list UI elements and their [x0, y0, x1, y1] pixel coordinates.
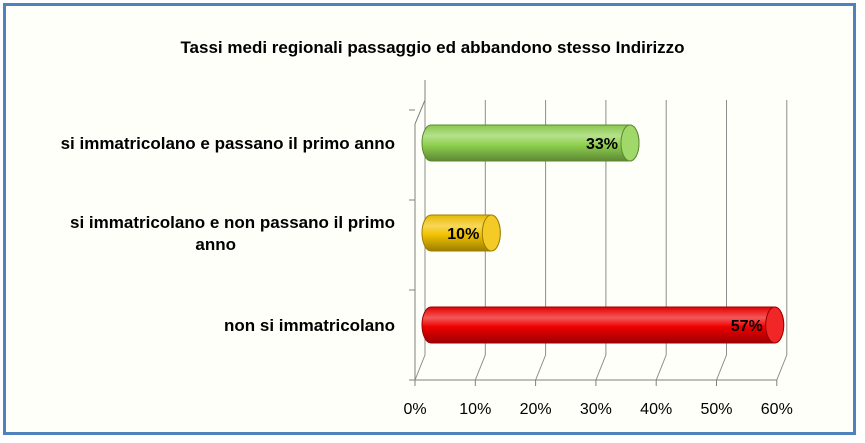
x-tick-label: 50% [700, 401, 732, 418]
bar [421, 306, 785, 344]
floor-gridline [474, 354, 486, 381]
category-label: si immatricolano e non passano il primo [70, 213, 395, 232]
floor-gridline [716, 354, 727, 381]
x-tick-label: 10% [459, 401, 491, 418]
x-tick-label: 40% [640, 401, 672, 418]
floor-gridline [535, 354, 547, 381]
bar-cap [765, 306, 785, 344]
chart-title: Tassi medi regionali passaggio ed abband… [180, 38, 685, 57]
x-tick-label: 0% [403, 401, 426, 418]
category-label: anno [195, 235, 236, 254]
data-label: 33% [586, 136, 618, 153]
category-label: si immatricolano e passano il primo anno [61, 134, 395, 153]
floor-gridline [595, 354, 607, 381]
x-tick-label: 60% [761, 401, 793, 418]
bar-cap [481, 214, 501, 252]
data-label: 10% [447, 226, 479, 243]
bar-cap [620, 124, 640, 162]
x-tick-label: 20% [520, 401, 552, 418]
data-label: 57% [731, 318, 763, 335]
axis-wall-edge [414, 99, 426, 125]
floor-gridline [655, 354, 667, 381]
floor-gridline [776, 354, 788, 381]
floor-gridline [414, 354, 426, 381]
category-label: non si immatricolano [224, 316, 395, 335]
x-tick-label: 30% [580, 401, 612, 418]
